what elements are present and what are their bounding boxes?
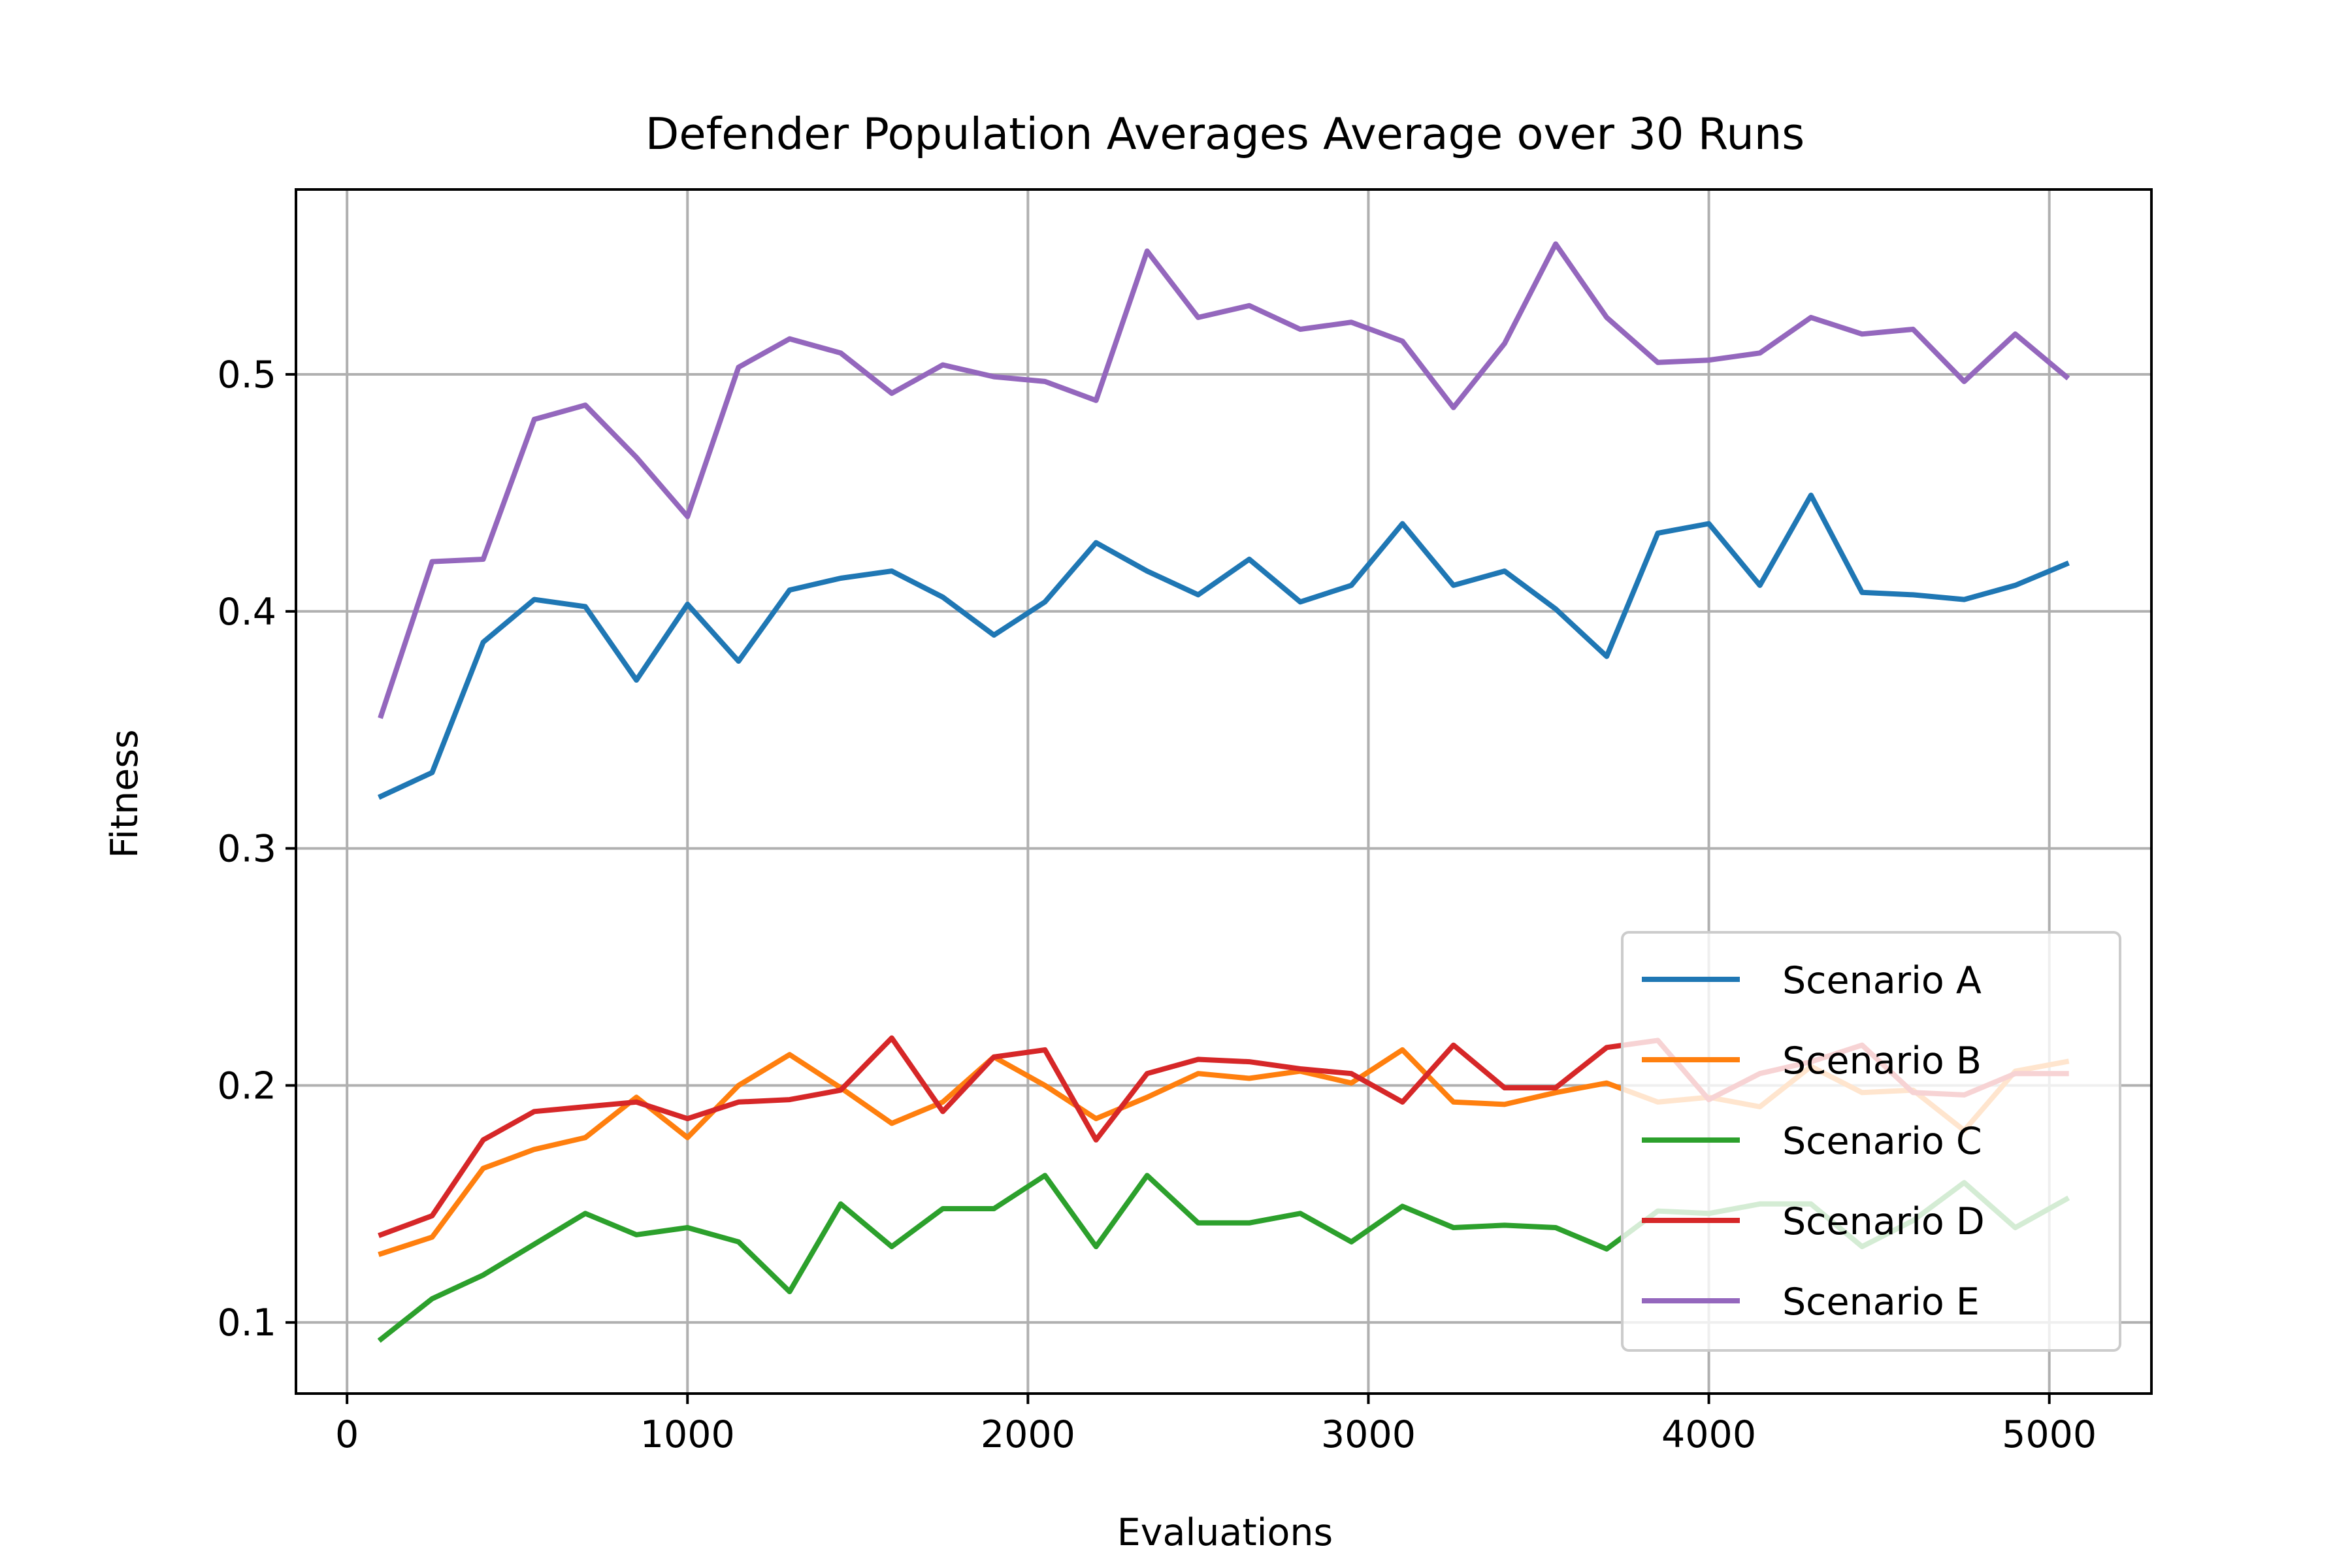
chart-title: Defender Population Averages Average ove… (645, 108, 1805, 159)
x-tick-label: 0 (335, 1413, 359, 1456)
axes-frame (295, 188, 2153, 1395)
series-line-scenario-e (378, 241, 2070, 719)
y-tick-label: 0.1 (217, 1301, 276, 1345)
series-line-scenario-a (377, 493, 2070, 800)
legend-label: Scenario C (1782, 1120, 1982, 1163)
x-axis-label: Evaluations (1117, 1511, 1333, 1554)
x-tick-label: 4000 (1661, 1413, 1756, 1456)
y-tick-label: 0.4 (217, 591, 276, 634)
y-tick-label: 0.3 (217, 828, 276, 871)
plot-frame (295, 188, 2153, 1395)
y-tick-label: 0.5 (217, 353, 276, 397)
x-tick-label: 3000 (1321, 1413, 1416, 1456)
x-tick-label: 2000 (981, 1413, 1075, 1456)
x-tick-label: 5000 (2002, 1413, 2097, 1456)
x-tick-label: 1000 (640, 1413, 735, 1456)
legend-label: Scenario E (1782, 1281, 1980, 1324)
y-axis-label: Fitness (103, 729, 146, 858)
axis-ticks: 0 1000 2000 3000 4000 5000 0.1 0.2 0.3 0.4 0.5 (217, 353, 2097, 1456)
legend-box (1621, 931, 2121, 1352)
legend-label: Scenario A (1782, 959, 1982, 1002)
y-tick-label: 0.2 (217, 1064, 276, 1107)
legend: Scenario A Scenario B Scenario C Scenario D… (1621, 931, 2121, 1352)
legend-label: Scenario B (1782, 1039, 1982, 1083)
legend-label: Scenario D (1782, 1200, 1985, 1243)
